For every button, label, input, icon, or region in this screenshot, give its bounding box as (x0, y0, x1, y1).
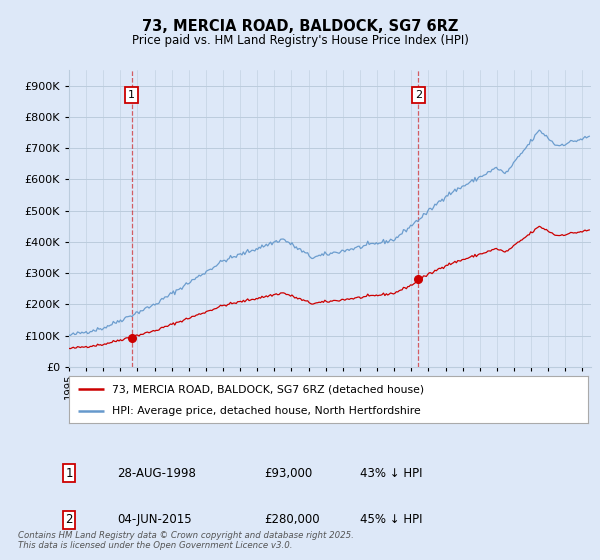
Text: 28-AUG-1998: 28-AUG-1998 (117, 466, 196, 480)
Text: HPI: Average price, detached house, North Hertfordshire: HPI: Average price, detached house, Nort… (112, 405, 421, 416)
Text: 73, MERCIA ROAD, BALDOCK, SG7 6RZ (detached house): 73, MERCIA ROAD, BALDOCK, SG7 6RZ (detac… (112, 384, 424, 394)
Text: 43% ↓ HPI: 43% ↓ HPI (360, 466, 422, 480)
Text: Contains HM Land Registry data © Crown copyright and database right 2025.
This d: Contains HM Land Registry data © Crown c… (18, 530, 354, 550)
Text: 1: 1 (128, 90, 135, 100)
Text: 73, MERCIA ROAD, BALDOCK, SG7 6RZ: 73, MERCIA ROAD, BALDOCK, SG7 6RZ (142, 20, 458, 34)
Text: £280,000: £280,000 (264, 513, 320, 526)
Text: 2: 2 (415, 90, 422, 100)
Text: £93,000: £93,000 (264, 466, 312, 480)
Text: 1: 1 (65, 466, 73, 480)
Text: 04-JUN-2015: 04-JUN-2015 (117, 513, 191, 526)
Text: 2: 2 (65, 513, 73, 526)
Text: 45% ↓ HPI: 45% ↓ HPI (360, 513, 422, 526)
Text: Price paid vs. HM Land Registry's House Price Index (HPI): Price paid vs. HM Land Registry's House … (131, 34, 469, 47)
